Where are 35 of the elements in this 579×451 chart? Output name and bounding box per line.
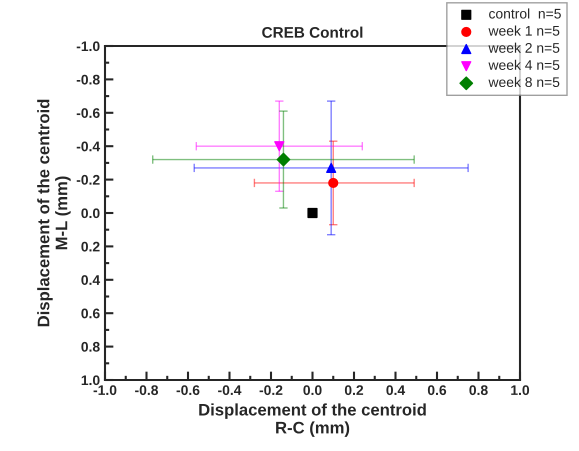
x-axis-title: Displacement of the centroid R-C (mm) [199, 403, 426, 437]
y-tick-label: 1.0 [82, 375, 100, 386]
x-tick-label: -0.6 [176, 385, 200, 396]
x-tick-label: -0.4 [218, 385, 242, 396]
y-tick-label: -1.0 [76, 41, 100, 52]
legend-label: week 8 n=5 [488, 76, 560, 88]
x-tick-label: -0.2 [260, 385, 282, 396]
legend-label: week 1 n=5 [488, 26, 560, 36]
y-tick-label: 0.2 [81, 242, 100, 252]
x-tick-label: 0.6 [428, 385, 446, 396]
y-tick-label: 0.6 [81, 308, 100, 318]
point [326, 162, 336, 173]
x-tick-label: 1.0 [511, 385, 530, 396]
y-tick-label: -0.4 [76, 142, 100, 152]
point [307, 208, 318, 218]
legend-label: control n=5 [489, 8, 561, 19]
x-tick-label: -0.8 [135, 385, 158, 396]
point [274, 141, 284, 152]
x-tick-label: 0.8 [469, 385, 488, 396]
x-tick-label: 0.2 [344, 385, 364, 396]
y-tick-label: -0.6 [76, 108, 100, 118]
y-axis-title: Displacement of the centroid M-L (mm) [37, 100, 71, 326]
x-tick-label: 0.4 [386, 385, 406, 396]
point [276, 152, 290, 166]
legend-label: week 2 n=5 [488, 42, 560, 53]
y-tick-label: 0.0 [81, 208, 100, 218]
legend-label: week 4 n=5 [488, 60, 560, 70]
x-tick-label: -1.0 [94, 385, 116, 396]
y-tick-label: -0.2 [76, 174, 100, 185]
y-tick-label: 0.8 [81, 342, 100, 352]
chart-title: CREB Control [262, 26, 362, 38]
point [328, 178, 338, 188]
x-tick-label: 0.0 [303, 385, 322, 396]
y-tick-label: 0.4 [81, 275, 100, 285]
y-tick-label: -0.8 [76, 74, 100, 85]
